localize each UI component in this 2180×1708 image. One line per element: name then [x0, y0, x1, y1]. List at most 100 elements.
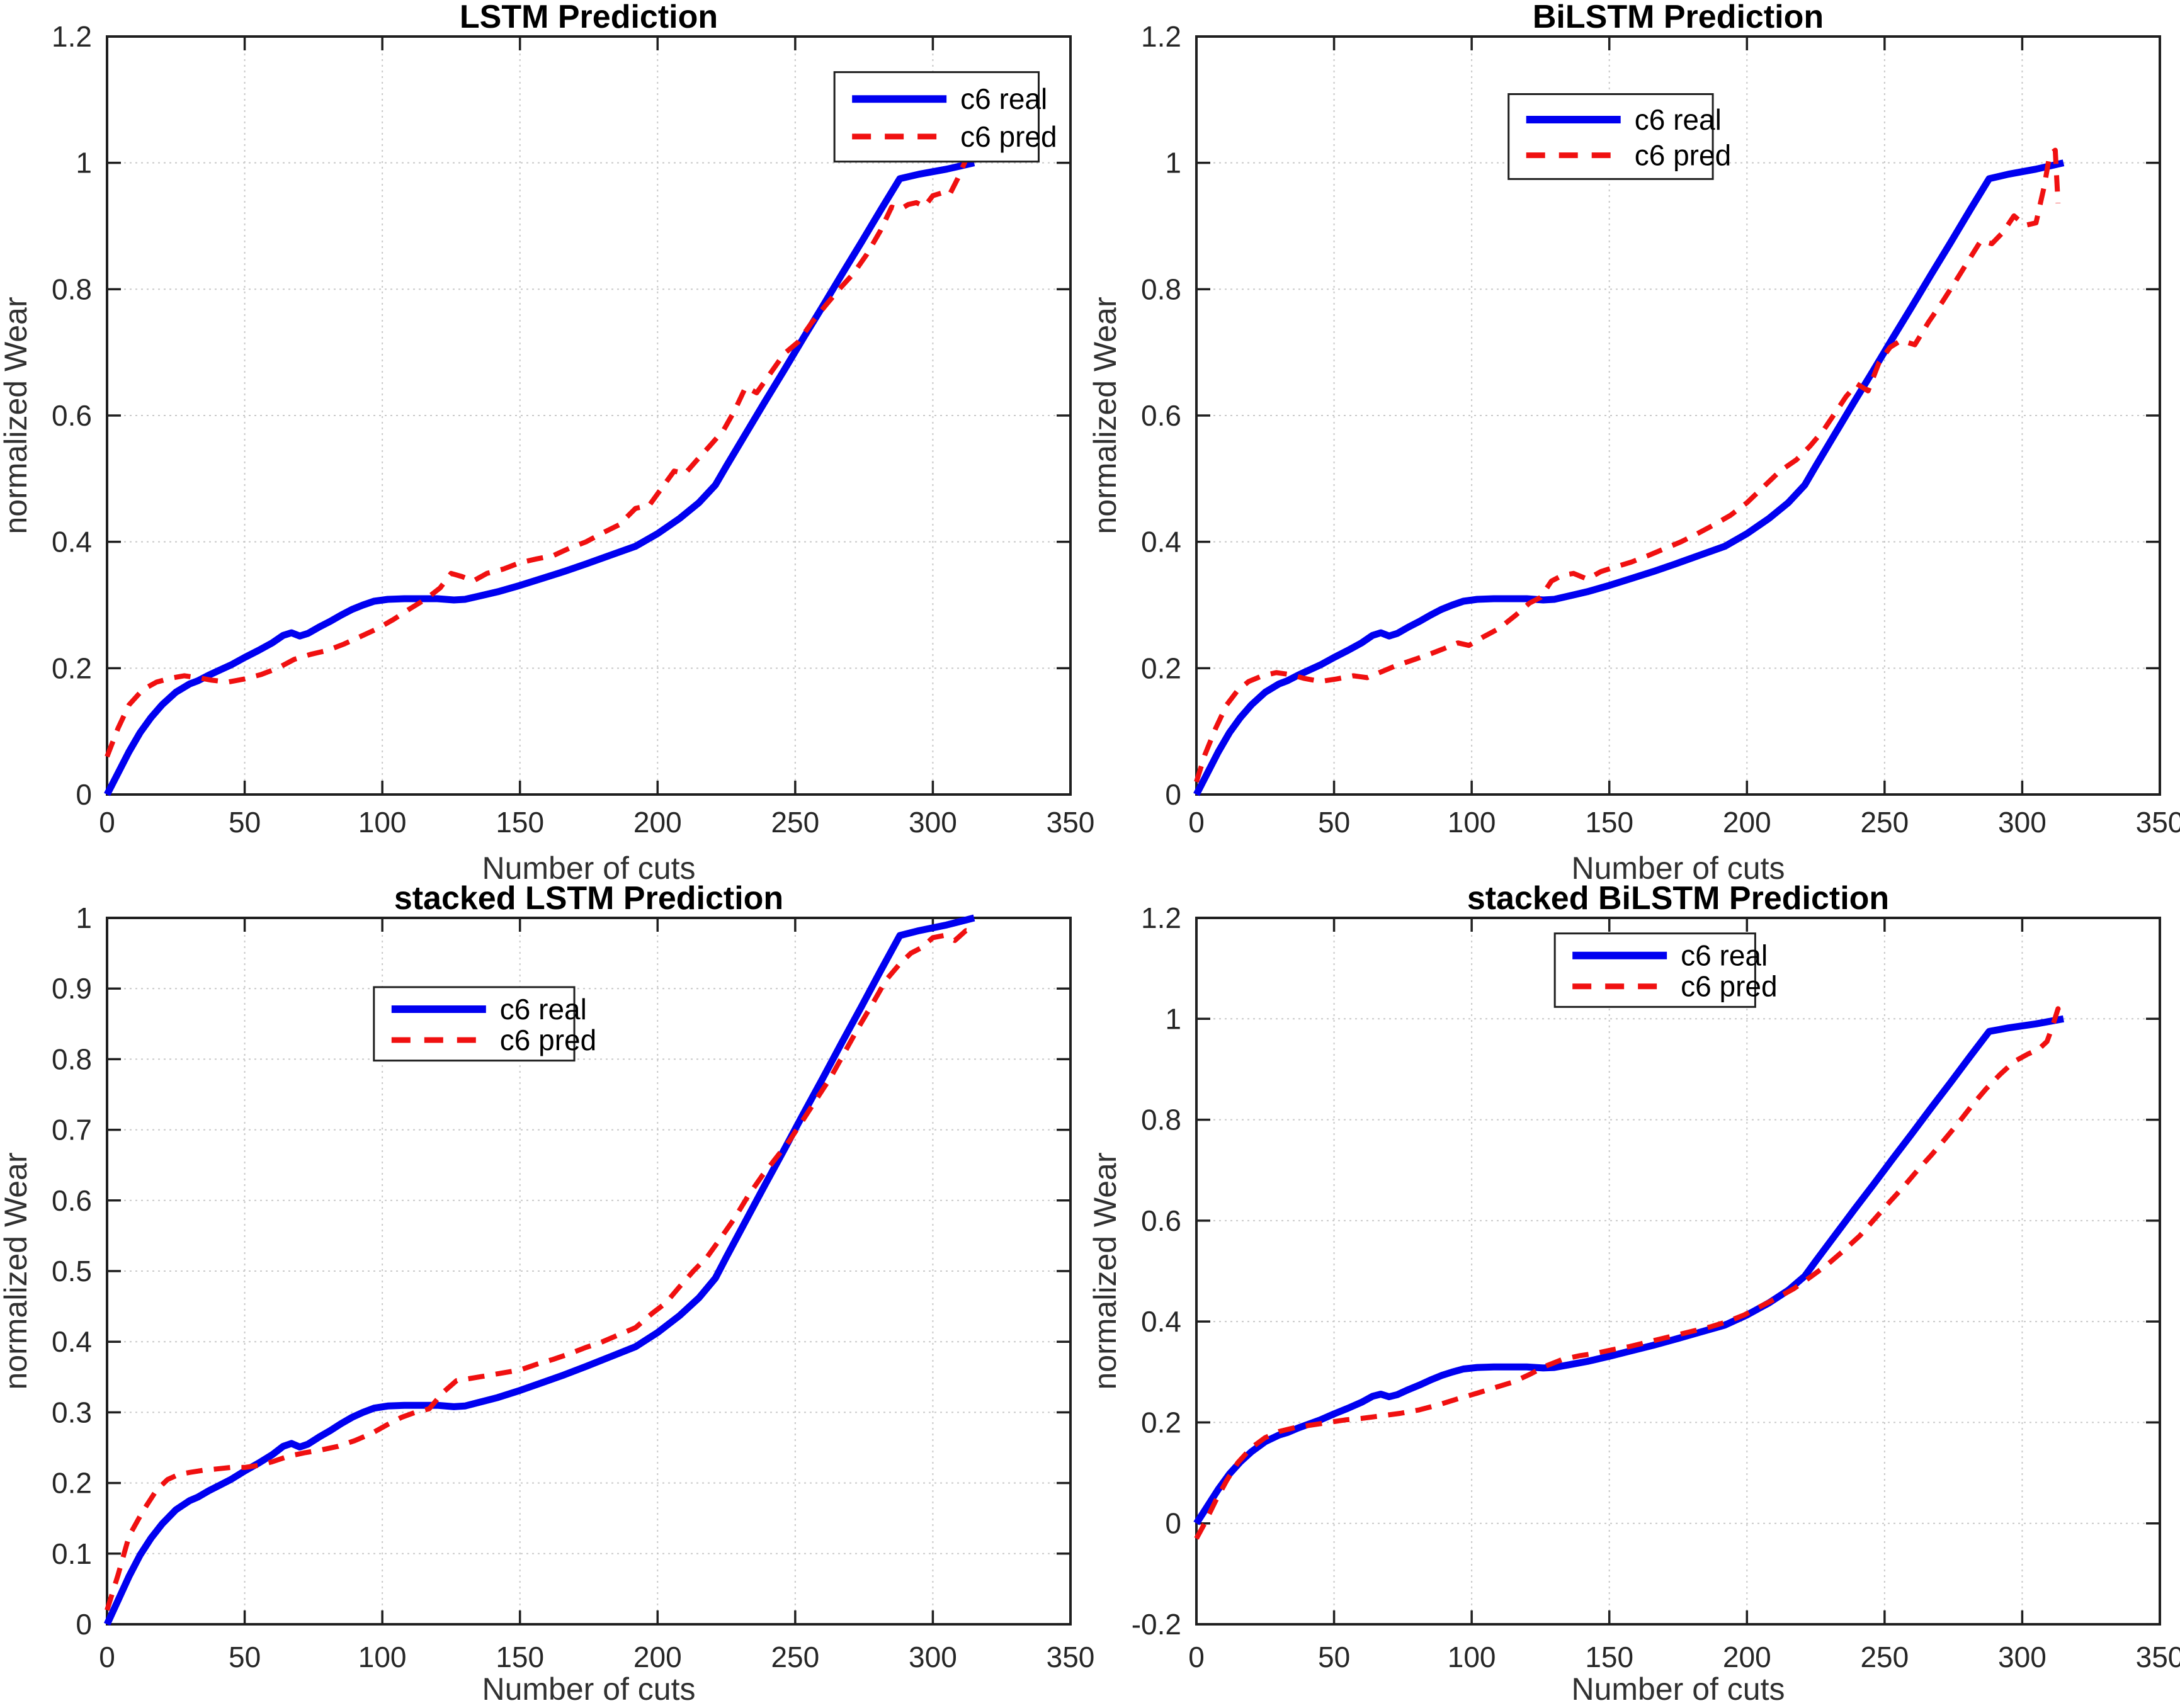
y-axis-label: normalized Wear: [0, 297, 33, 534]
x-tick-label: 0: [1188, 1641, 1205, 1673]
panel-stacked-lstm: 0 50 100 150 200 250 300 350 0 0.1 0.2 0.3 0.4 0.5 0.6…: [0, 880, 1094, 1707]
x-tick-label: 150: [1585, 1641, 1633, 1673]
y-tick-label: 0.1: [52, 1537, 92, 1570]
y-tick-label: 1: [1165, 1002, 1181, 1035]
x-tick-label: 100: [358, 1641, 407, 1673]
y-tick-label: 1.2: [1141, 902, 1181, 934]
y-axis-label: normalized Wear: [0, 1152, 33, 1389]
y-tick-label: 1.2: [1141, 20, 1181, 53]
x-tick-label: 50: [1318, 1641, 1350, 1673]
series-c6-pred: [105, 928, 975, 1611]
x-axis-label: Number of cuts: [1571, 851, 1785, 886]
y-tick-label: 0.2: [52, 1467, 92, 1500]
legend-box: [833, 71, 1040, 163]
y-axis-label: normalized Wear: [1087, 1152, 1123, 1389]
x-tick-label: 100: [1448, 1641, 1496, 1673]
x-tick-label: 200: [1723, 806, 1771, 839]
x-tick-label: 350: [2136, 1641, 2180, 1673]
legend-label: c6 pred: [1681, 970, 1777, 1003]
x-tick-label: 300: [909, 1641, 957, 1673]
series-c6-pred: [105, 144, 974, 758]
x-tick-label: 0: [1188, 806, 1205, 839]
panel-title: stacked BiLSTM Prediction: [1467, 880, 1889, 917]
y-tick-label: 1: [1165, 147, 1181, 179]
legend-box: [373, 986, 576, 1062]
y-tick-label: 0: [1165, 778, 1181, 811]
y-tick-label: 0.5: [52, 1255, 92, 1287]
y-tick-label: 0: [76, 1608, 92, 1641]
panel-stacked-bilstm: 0 50 100 150 200 250 300 350-0.200.20.40.60.811…: [1087, 880, 2180, 1707]
axes-box: [1195, 917, 2161, 1626]
x-tick-label: 50: [1318, 806, 1350, 839]
x-tick-label: 350: [1047, 1641, 1095, 1673]
x-tick-label: 250: [1860, 1641, 1909, 1673]
x-axis-label: Number of cuts: [482, 1671, 695, 1707]
y-tick-label: 1.2: [52, 20, 92, 53]
x-tick-label: 300: [909, 806, 957, 839]
panel-lstm: 0 50 100 150 200 250 300 350 0 0.2 0.4 0.6 0.8 1 1.2 LS…: [0, 0, 1094, 886]
panel-bilstm: 0 50 100 150 200 250 300 350 0 0.2 0.4 0.6 0.8 1 1.2 Bi…: [1087, 0, 2180, 886]
series-c6-real: [104, 159, 975, 796]
x-axis-label: Number of cuts: [1571, 1671, 1785, 1707]
y-tick-label: -0.2: [1132, 1608, 1181, 1641]
x-tick-label: 100: [1448, 806, 1496, 839]
x-tick-label: 300: [1998, 1641, 2047, 1673]
x-tick-label: 350: [2136, 806, 2180, 839]
x-tick-label: 0: [99, 806, 115, 839]
x-tick-label: 200: [1723, 1641, 1771, 1673]
y-tick-label: 1: [76, 147, 92, 179]
legend-label: c6 pred: [500, 1024, 596, 1056]
series-c6-real: [1193, 159, 2065, 796]
x-tick-label: 100: [358, 806, 407, 839]
x-tick-label: 250: [771, 806, 819, 839]
y-tick-label: 0.4: [1141, 526, 1181, 558]
y-tick-label: 0.6: [1141, 1204, 1181, 1237]
x-tick-label: 0: [99, 1641, 115, 1673]
legend-label: c6 real: [500, 993, 587, 1026]
series-c6-pred: [1194, 1006, 2064, 1540]
y-tick-label: 0.6: [52, 399, 92, 432]
y-tick-label: 0.4: [52, 526, 92, 558]
legend-box: [1553, 932, 1756, 1008]
y-tick-label: 0.8: [52, 1043, 92, 1075]
x-tick-label: 300: [1998, 806, 2047, 839]
panel-title: BiLSTM Prediction: [1533, 0, 1824, 35]
series-c6-pred: [1194, 147, 2061, 783]
y-tick-label: 0.2: [1141, 652, 1181, 684]
y-tick-label: 0.7: [52, 1114, 92, 1146]
x-axis-label: Number of cuts: [482, 851, 695, 886]
y-tick-label: 0.9: [52, 972, 92, 1005]
x-tick-label: 350: [1047, 806, 1095, 839]
panel-title: LSTM Prediction: [460, 0, 718, 35]
y-tick-label: 0.6: [1141, 399, 1181, 432]
x-tick-label: 50: [229, 806, 261, 839]
legend-box: [1507, 93, 1714, 180]
x-tick-label: 50: [229, 1641, 261, 1673]
legend-label: c6 pred: [1635, 139, 1731, 172]
y-tick-label: 0.8: [52, 273, 92, 305]
y-tick-label: 0.4: [52, 1325, 92, 1358]
series-c6-real: [1193, 1015, 2064, 1525]
x-tick-label: 150: [1585, 806, 1633, 839]
y-tick-label: 0.6: [52, 1184, 92, 1217]
y-tick-label: 0.8: [1141, 273, 1181, 305]
y-tick-label: 0.2: [1141, 1406, 1181, 1439]
x-tick-label: 150: [496, 1641, 544, 1673]
x-tick-label: 200: [633, 806, 682, 839]
y-tick-label: 1: [76, 902, 92, 934]
y-tick-label: 0.4: [1141, 1305, 1181, 1338]
x-tick-label: 150: [496, 806, 544, 839]
legend-label: c6 real: [1681, 939, 1768, 972]
x-tick-label: 200: [633, 1641, 682, 1673]
y-tick-label: 0: [76, 778, 92, 811]
legend-label: c6 real: [1635, 103, 1722, 136]
y-axis-label: normalized Wear: [1087, 297, 1123, 534]
legend-label: c6 pred: [960, 120, 1057, 153]
x-tick-label: 250: [1860, 806, 1909, 839]
y-tick-label: 0.8: [1141, 1104, 1181, 1136]
y-tick-label: 0: [1165, 1507, 1181, 1540]
